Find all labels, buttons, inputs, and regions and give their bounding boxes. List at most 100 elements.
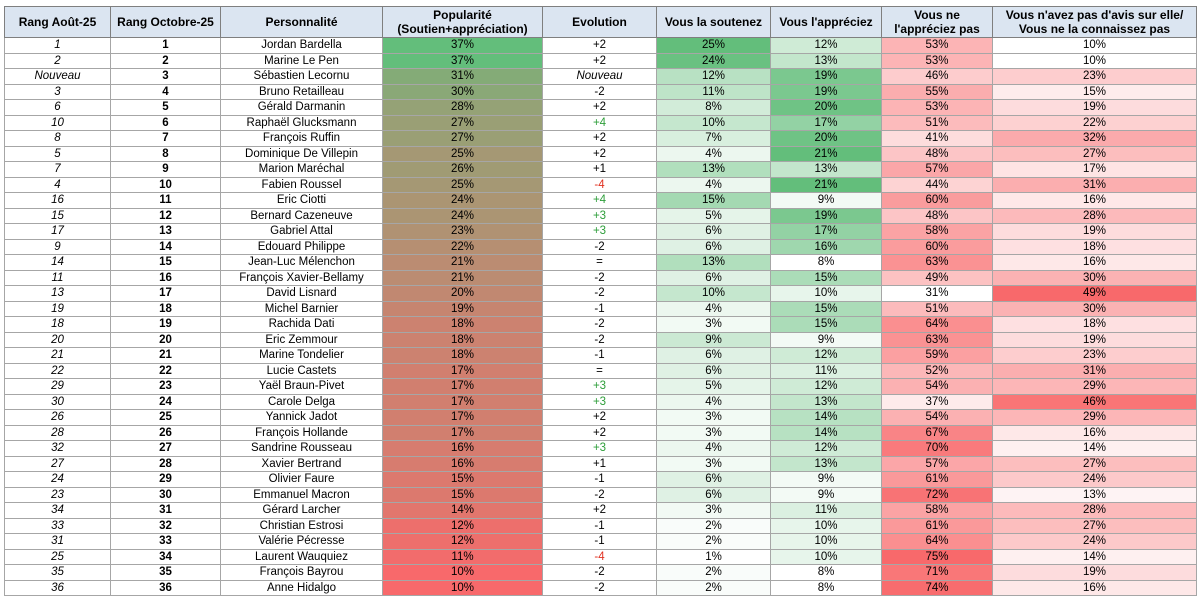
cell-personality: Olivier Faure: [220, 471, 383, 488]
cell-rank-october: 26: [110, 424, 221, 441]
cell-evolution: -2: [542, 83, 657, 100]
cell-support: 1%: [656, 548, 771, 565]
cell-support: 2%: [656, 517, 771, 534]
cell-dislike: 49%: [881, 269, 993, 286]
cell-dislike: 44%: [881, 176, 993, 193]
cell-like: 13%: [770, 161, 882, 178]
cell-dislike: 54%: [881, 409, 993, 426]
popularity-ranking-table: Rang Août-25 Rang Octobre-25 Personnalit…: [4, 6, 1197, 596]
cell-like: 19%: [770, 83, 882, 100]
cell-popularity: 27%: [382, 114, 543, 131]
cell-dislike: 75%: [881, 548, 993, 565]
cell-dislike: 72%: [881, 486, 993, 503]
cell-rank-august: 21: [4, 347, 111, 364]
cell-like: 12%: [770, 378, 882, 395]
cell-evolution: -1: [542, 471, 657, 488]
table-row: 10 6 Raphaël Glucksmann 27% +4 10% 17% 51% 22%: [4, 114, 1197, 131]
cell-popularity: 11%: [382, 548, 543, 565]
cell-popularity: 18%: [382, 316, 543, 333]
cell-personality: Michel Barnier: [220, 300, 383, 317]
cell-rank-august: 15: [4, 207, 111, 224]
cell-popularity: 25%: [382, 145, 543, 162]
cell-like: 14%: [770, 409, 882, 426]
cell-no-opinion: 30%: [992, 269, 1197, 286]
table-row: 7 9 Marion Maréchal 26% +1 13% 13% 57% 17%: [4, 161, 1197, 178]
cell-like: 12%: [770, 440, 882, 457]
cell-rank-august: 23: [4, 486, 111, 503]
cell-support: 13%: [656, 254, 771, 271]
cell-like: 8%: [770, 579, 882, 596]
cell-popularity: 15%: [382, 471, 543, 488]
cell-like: 16%: [770, 238, 882, 255]
cell-dislike: 53%: [881, 99, 993, 116]
table-row: 9 14 Edouard Philippe 22% -2 6% 16% 60% 18%: [4, 238, 1197, 255]
cell-rank-october: 6: [110, 114, 221, 131]
cell-evolution: +2: [542, 37, 657, 54]
cell-rank-august: Nouveau: [4, 68, 111, 85]
cell-rank-october: 25: [110, 409, 221, 426]
cell-dislike: 57%: [881, 161, 993, 178]
cell-rank-august: 31: [4, 533, 111, 550]
cell-dislike: 67%: [881, 424, 993, 441]
table-header: Rang Août-25 Rang Octobre-25 Personnalit…: [4, 6, 1197, 38]
cell-rank-august: 24: [4, 471, 111, 488]
cell-like: 12%: [770, 37, 882, 54]
cell-rank-october: 18: [110, 300, 221, 317]
header-popularity-line1: Popularité: [433, 8, 492, 22]
cell-rank-august: 18: [4, 316, 111, 333]
cell-support: 25%: [656, 37, 771, 54]
cell-popularity: 17%: [382, 424, 543, 441]
popularity-ranking-table-container: Rang Août-25 Rang Octobre-25 Personnalit…: [4, 6, 1197, 596]
table-row: 6 5 Gérald Darmanin 28% +2 8% 20% 53% 19%: [4, 99, 1197, 116]
cell-dislike: 53%: [881, 37, 993, 54]
cell-rank-august: 6: [4, 99, 111, 116]
table-row: 2 2 Marine Le Pen 37% +2 24% 13% 53% 10%: [4, 52, 1197, 69]
table-row: 4 10 Fabien Roussel 25% -4 4% 21% 44% 31%: [4, 176, 1197, 193]
cell-dislike: 51%: [881, 300, 993, 317]
cell-personality: Sébastien Lecornu: [220, 68, 383, 85]
cell-dislike: 53%: [881, 52, 993, 69]
cell-no-opinion: 27%: [992, 145, 1197, 162]
cell-no-opinion: 22%: [992, 114, 1197, 131]
cell-personality: Gérard Larcher: [220, 502, 383, 519]
cell-rank-august: 11: [4, 269, 111, 286]
cell-like: 10%: [770, 533, 882, 550]
cell-rank-october: 36: [110, 579, 221, 596]
cell-evolution: +3: [542, 207, 657, 224]
cell-rank-october: 16: [110, 269, 221, 286]
cell-rank-october: 10: [110, 176, 221, 193]
cell-no-opinion: 30%: [992, 300, 1197, 317]
cell-dislike: 61%: [881, 471, 993, 488]
cell-popularity: 17%: [382, 409, 543, 426]
cell-no-opinion: 29%: [992, 409, 1197, 426]
cell-evolution: +3: [542, 378, 657, 395]
cell-support: 11%: [656, 83, 771, 100]
cell-support: 3%: [656, 502, 771, 519]
cell-no-opinion: 46%: [992, 393, 1197, 410]
cell-personality: Marine Tondelier: [220, 347, 383, 364]
table-row: 25 34 Laurent Wauquiez 11% -4 1% 10% 75% 14%: [4, 548, 1197, 565]
table-body: 1 1 Jordan Bardella 37% +2 25% 12% 53% 10% 2 2 Mari…: [4, 37, 1197, 596]
cell-personality: Marine Le Pen: [220, 52, 383, 69]
cell-personality: David Lisnard: [220, 285, 383, 302]
cell-support: 8%: [656, 99, 771, 116]
cell-popularity: 17%: [382, 393, 543, 410]
cell-evolution: -2: [542, 269, 657, 286]
cell-support: 6%: [656, 362, 771, 379]
table-row: 11 16 François Xavier-Bellamy 21% -2 6% 15% 49%…: [4, 269, 1197, 286]
table-row: 16 11 Eric Ciotti 24% +4 15% 9% 60% 16%: [4, 192, 1197, 209]
cell-like: 9%: [770, 486, 882, 503]
cell-personality: François Hollande: [220, 424, 383, 441]
cell-rank-august: 28: [4, 424, 111, 441]
cell-personality: Dominique De Villepin: [220, 145, 383, 162]
table-row: 14 15 Jean-Luc Mélenchon 21% = 13% 8% 63% 16%: [4, 254, 1197, 271]
cell-evolution: -2: [542, 579, 657, 596]
cell-support: 6%: [656, 269, 771, 286]
cell-like: 11%: [770, 502, 882, 519]
cell-popularity: 23%: [382, 223, 543, 240]
header-rank-august: Rang Août-25: [4, 6, 111, 38]
cell-no-opinion: 23%: [992, 68, 1197, 85]
cell-personality: Raphaël Glucksmann: [220, 114, 383, 131]
cell-rank-august: 35: [4, 564, 111, 581]
cell-evolution: -2: [542, 331, 657, 348]
